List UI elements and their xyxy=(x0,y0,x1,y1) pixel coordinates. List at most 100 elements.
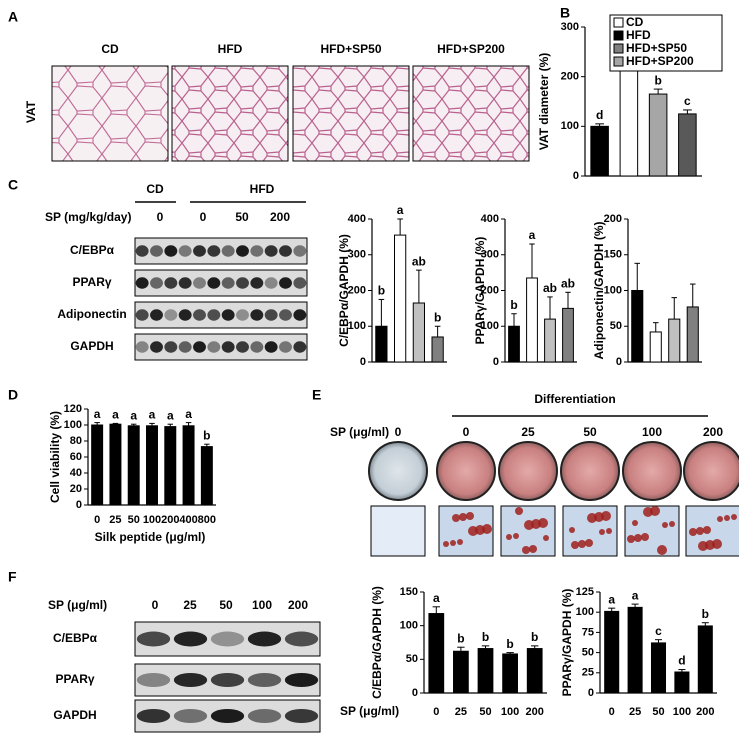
y-tick-label: 100 xyxy=(481,320,499,332)
lipid-droplet xyxy=(459,513,467,521)
x-tick-label: 50 xyxy=(479,706,491,718)
lipid-droplet xyxy=(632,520,638,526)
x-tick-label: 25 xyxy=(629,706,641,718)
significance-letter: a xyxy=(529,228,536,242)
culture-dish xyxy=(560,441,620,501)
bar xyxy=(650,642,667,694)
bar xyxy=(109,423,122,506)
lipid-droplet xyxy=(450,540,456,546)
blot-band xyxy=(150,309,163,321)
y-tick-label: 25 xyxy=(582,667,594,679)
lipid-droplet xyxy=(599,529,605,535)
significance-letter: ab xyxy=(561,276,575,290)
legend-box xyxy=(609,14,723,72)
y-axis-label: PPARγ/GAPDH (%) xyxy=(473,237,487,345)
y-tick-label: 80 xyxy=(70,435,82,447)
significance-letter: b xyxy=(378,284,385,298)
significance-letter: d xyxy=(678,654,685,668)
bar xyxy=(627,606,643,694)
blot-band xyxy=(173,708,208,724)
dose-value: 25 xyxy=(521,425,535,439)
group-label: CD xyxy=(101,42,119,56)
blot-band xyxy=(207,277,221,289)
y-tick-label: 200 xyxy=(348,284,366,296)
bar xyxy=(146,425,158,506)
x-tick-label: 25 xyxy=(109,514,121,526)
blot-band xyxy=(264,341,278,353)
y-tick-label: 100 xyxy=(561,120,579,132)
section-title: Differentiation xyxy=(534,392,615,406)
x-tick-label: 0 xyxy=(609,706,615,718)
legend-label: HFD xyxy=(626,28,651,42)
dose-value: 200 xyxy=(288,598,308,612)
y-tick-label: 400 xyxy=(481,213,499,225)
significance-letter: ab xyxy=(543,281,557,295)
dose-value: 0 xyxy=(200,210,207,224)
bar xyxy=(428,613,445,694)
culture-dish xyxy=(368,441,428,501)
legend-label: HFD+SP200 xyxy=(626,54,694,68)
blot-band xyxy=(247,708,282,724)
y-axis-label: Cell viability (%) xyxy=(48,411,62,503)
lipid-droplet xyxy=(601,511,611,521)
x-tick-label: 100 xyxy=(673,706,691,718)
x-axis-label: SP (μg/ml) xyxy=(340,704,399,718)
blot-band xyxy=(264,245,278,257)
y-tick-label: 75 xyxy=(582,626,594,638)
blot-band xyxy=(210,708,245,724)
blot-band xyxy=(293,309,307,321)
dose-value: 100 xyxy=(252,598,272,612)
significance-letter: d xyxy=(596,108,603,122)
y-tick-label: 150 xyxy=(604,249,622,261)
significance-letter: c xyxy=(655,624,662,638)
significance-letter: b xyxy=(531,630,538,644)
y-tick-label: 100 xyxy=(64,419,82,431)
bar xyxy=(648,93,668,177)
lipid-droplet xyxy=(538,518,548,528)
protein-label: GAPDH xyxy=(70,339,113,353)
lipid-droplet xyxy=(443,541,449,547)
significance-letter: a xyxy=(185,407,192,421)
lipid-droplet xyxy=(731,514,737,520)
stain-photo xyxy=(370,505,426,557)
group-label: HFD xyxy=(218,42,243,56)
significance-letter: a xyxy=(94,407,101,421)
lipid-droplet xyxy=(717,516,723,522)
x-tick-label: 200 xyxy=(161,514,179,526)
blot-band xyxy=(150,341,163,353)
bar xyxy=(526,277,538,363)
lipid-droplet xyxy=(606,528,612,534)
histology-image xyxy=(51,65,169,162)
dose-label: SP (mg/kg/day) xyxy=(45,210,131,224)
lipid-droplet xyxy=(703,526,711,534)
panel-label: A xyxy=(8,9,18,25)
blot-band xyxy=(178,245,192,257)
legend-swatch xyxy=(613,17,624,28)
blot-band xyxy=(164,245,178,257)
blot-band xyxy=(135,341,149,353)
dose-value: 200 xyxy=(703,425,723,439)
y-tick-label: 20 xyxy=(70,483,82,495)
blot-strip xyxy=(134,237,308,265)
y-tick-label: 100 xyxy=(348,320,366,332)
y-tick-label: 120 xyxy=(64,403,82,415)
blot-band xyxy=(221,309,235,321)
legend-label: CD xyxy=(626,15,644,29)
blot-band xyxy=(136,672,171,688)
significance-letter: a xyxy=(397,203,404,217)
bar xyxy=(453,650,469,694)
blot-band xyxy=(293,341,307,353)
panel-label: E xyxy=(312,387,321,403)
y-tick-label: 200 xyxy=(604,213,622,225)
blot-band xyxy=(135,309,149,321)
lipid-droplet xyxy=(578,540,586,548)
bar xyxy=(375,325,388,363)
blot-band xyxy=(193,341,206,353)
y-axis-label: VAT diameter (%) xyxy=(537,53,551,151)
histology-image xyxy=(171,65,289,162)
blot-band xyxy=(207,245,221,257)
bar xyxy=(127,425,140,506)
y-tick-label: 100 xyxy=(604,284,622,296)
lipid-droplet xyxy=(529,545,537,553)
